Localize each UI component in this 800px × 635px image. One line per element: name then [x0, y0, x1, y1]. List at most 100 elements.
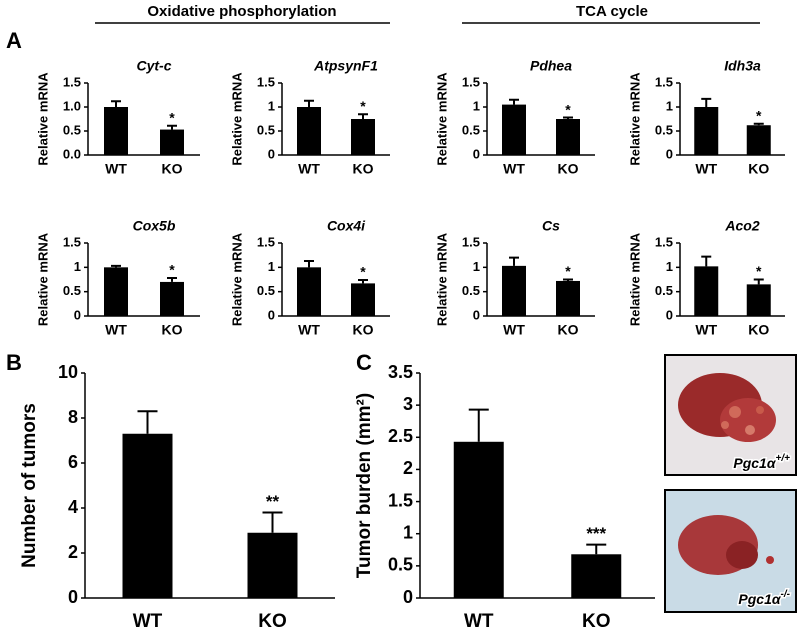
significance-mark: * — [756, 108, 762, 124]
x-tick-label: KO — [162, 161, 183, 177]
y-tick-label: 0.5 — [257, 122, 275, 137]
error-bar — [563, 278, 573, 281]
y-tick-label: 0.5 — [655, 283, 673, 298]
error-bar — [753, 278, 764, 285]
y-tick-label: 6 — [68, 452, 78, 472]
significance-mark: * — [565, 263, 571, 279]
photo-label: Pgc1α-/- — [738, 589, 790, 607]
x-tick-label: KO — [558, 322, 579, 338]
error-bar — [563, 116, 573, 119]
y-tick-label: 0 — [268, 307, 275, 322]
bar — [122, 433, 173, 598]
x-tick-label: WT — [464, 611, 494, 632]
x-tick-label: WT — [503, 322, 525, 338]
y-tick-label: 2.5 — [388, 426, 413, 446]
x-tick-label: KO — [748, 322, 769, 338]
photo-label-superscript: +/+ — [776, 453, 791, 464]
y-tick-label: 1 — [268, 259, 275, 274]
bar — [502, 104, 526, 155]
y-tick-label: 2 — [68, 542, 78, 562]
y-tick-label: 0.0 — [63, 146, 81, 161]
y-tick-label: 0 — [268, 146, 275, 161]
significance-mark: * — [360, 264, 366, 280]
error-bar — [701, 255, 712, 267]
bar — [160, 281, 184, 316]
error-bar — [304, 260, 314, 268]
y-tick-label: 1.5 — [257, 234, 275, 249]
bar — [104, 107, 128, 155]
chart-title: Pdhea — [530, 58, 572, 74]
x-tick-label: WT — [133, 611, 163, 632]
y-tick-label: 1.5 — [63, 74, 81, 89]
y-tick-label: 0 — [666, 307, 673, 322]
y-tick-label: 1 — [403, 522, 413, 542]
y-tick-label: 1 — [74, 259, 81, 274]
group-header: TCA cycle — [576, 3, 648, 20]
chart-title: Idh3a — [724, 58, 761, 74]
y-tick-label: 4 — [68, 497, 78, 517]
y-tick-label: 1 — [268, 98, 275, 113]
y-tick-label: 0 — [473, 146, 480, 161]
y-tick-label: 1 — [666, 259, 673, 274]
bar — [571, 554, 622, 598]
x-tick-label: KO — [353, 322, 374, 338]
bar — [351, 119, 375, 155]
y-tick-label: 1.5 — [462, 234, 480, 249]
x-tick-label: WT — [695, 322, 717, 338]
y-axis-label: Relative mRNA — [35, 232, 50, 326]
error-bar — [753, 122, 764, 126]
y-axis-label: Relative mRNA — [229, 72, 244, 166]
photo: Pgc1α-/- — [664, 489, 797, 613]
y-axis-label: Number of tumors — [19, 403, 40, 568]
bar — [694, 266, 719, 316]
error-bar — [167, 277, 177, 282]
error-bar — [262, 511, 283, 533]
x-tick-label: WT — [105, 322, 127, 338]
error-bar — [111, 100, 121, 107]
y-tick-label: 0.5 — [462, 122, 480, 137]
chart-title: Cyt-c — [136, 58, 171, 74]
y-tick-label: 8 — [68, 407, 78, 427]
y-tick-label: 0.5 — [388, 555, 413, 575]
bar — [351, 283, 375, 316]
y-tick-label: 1.5 — [257, 74, 275, 89]
y-tick-label: 1.5 — [462, 74, 480, 89]
bar — [247, 532, 298, 598]
error-bar — [111, 264, 121, 268]
significance-mark: ** — [266, 492, 280, 511]
photo-label-superscript: -/- — [781, 589, 791, 600]
y-tick-label: 10 — [58, 362, 78, 382]
y-axis-label: Relative mRNA — [229, 232, 244, 326]
significance-mark: * — [360, 98, 366, 114]
panel-label: B — [6, 350, 22, 375]
panel-label: C — [356, 350, 372, 375]
chart-title: Aco2 — [724, 218, 759, 234]
y-tick-label: 0.5 — [63, 283, 81, 298]
x-tick-label: WT — [298, 161, 320, 177]
bar — [104, 267, 128, 316]
bar — [297, 267, 321, 316]
error-bar — [137, 410, 158, 434]
bar — [502, 265, 526, 316]
chart-title: Cox5b — [133, 218, 176, 234]
y-tick-label: 3 — [403, 394, 413, 414]
error-bar — [167, 124, 177, 130]
y-tick-label: 0 — [74, 307, 81, 322]
y-tick-label: 3.5 — [388, 362, 413, 382]
error-bar — [304, 99, 314, 107]
x-tick-label: KO — [582, 611, 611, 632]
bar — [694, 107, 719, 155]
error-bar — [701, 97, 712, 107]
error-bar — [468, 408, 489, 442]
panel-label: A — [6, 28, 22, 53]
x-tick-label: WT — [298, 322, 320, 338]
significance-mark: * — [169, 262, 175, 278]
y-axis-label: Tumor burden (mm²) — [354, 393, 375, 578]
bar — [556, 280, 580, 316]
y-axis-label: Relative mRNA — [434, 72, 449, 166]
error-bar — [358, 113, 368, 119]
y-axis-label: Relative mRNA — [627, 72, 642, 166]
y-tick-label: 0.5 — [462, 283, 480, 298]
error-bar — [509, 256, 519, 266]
